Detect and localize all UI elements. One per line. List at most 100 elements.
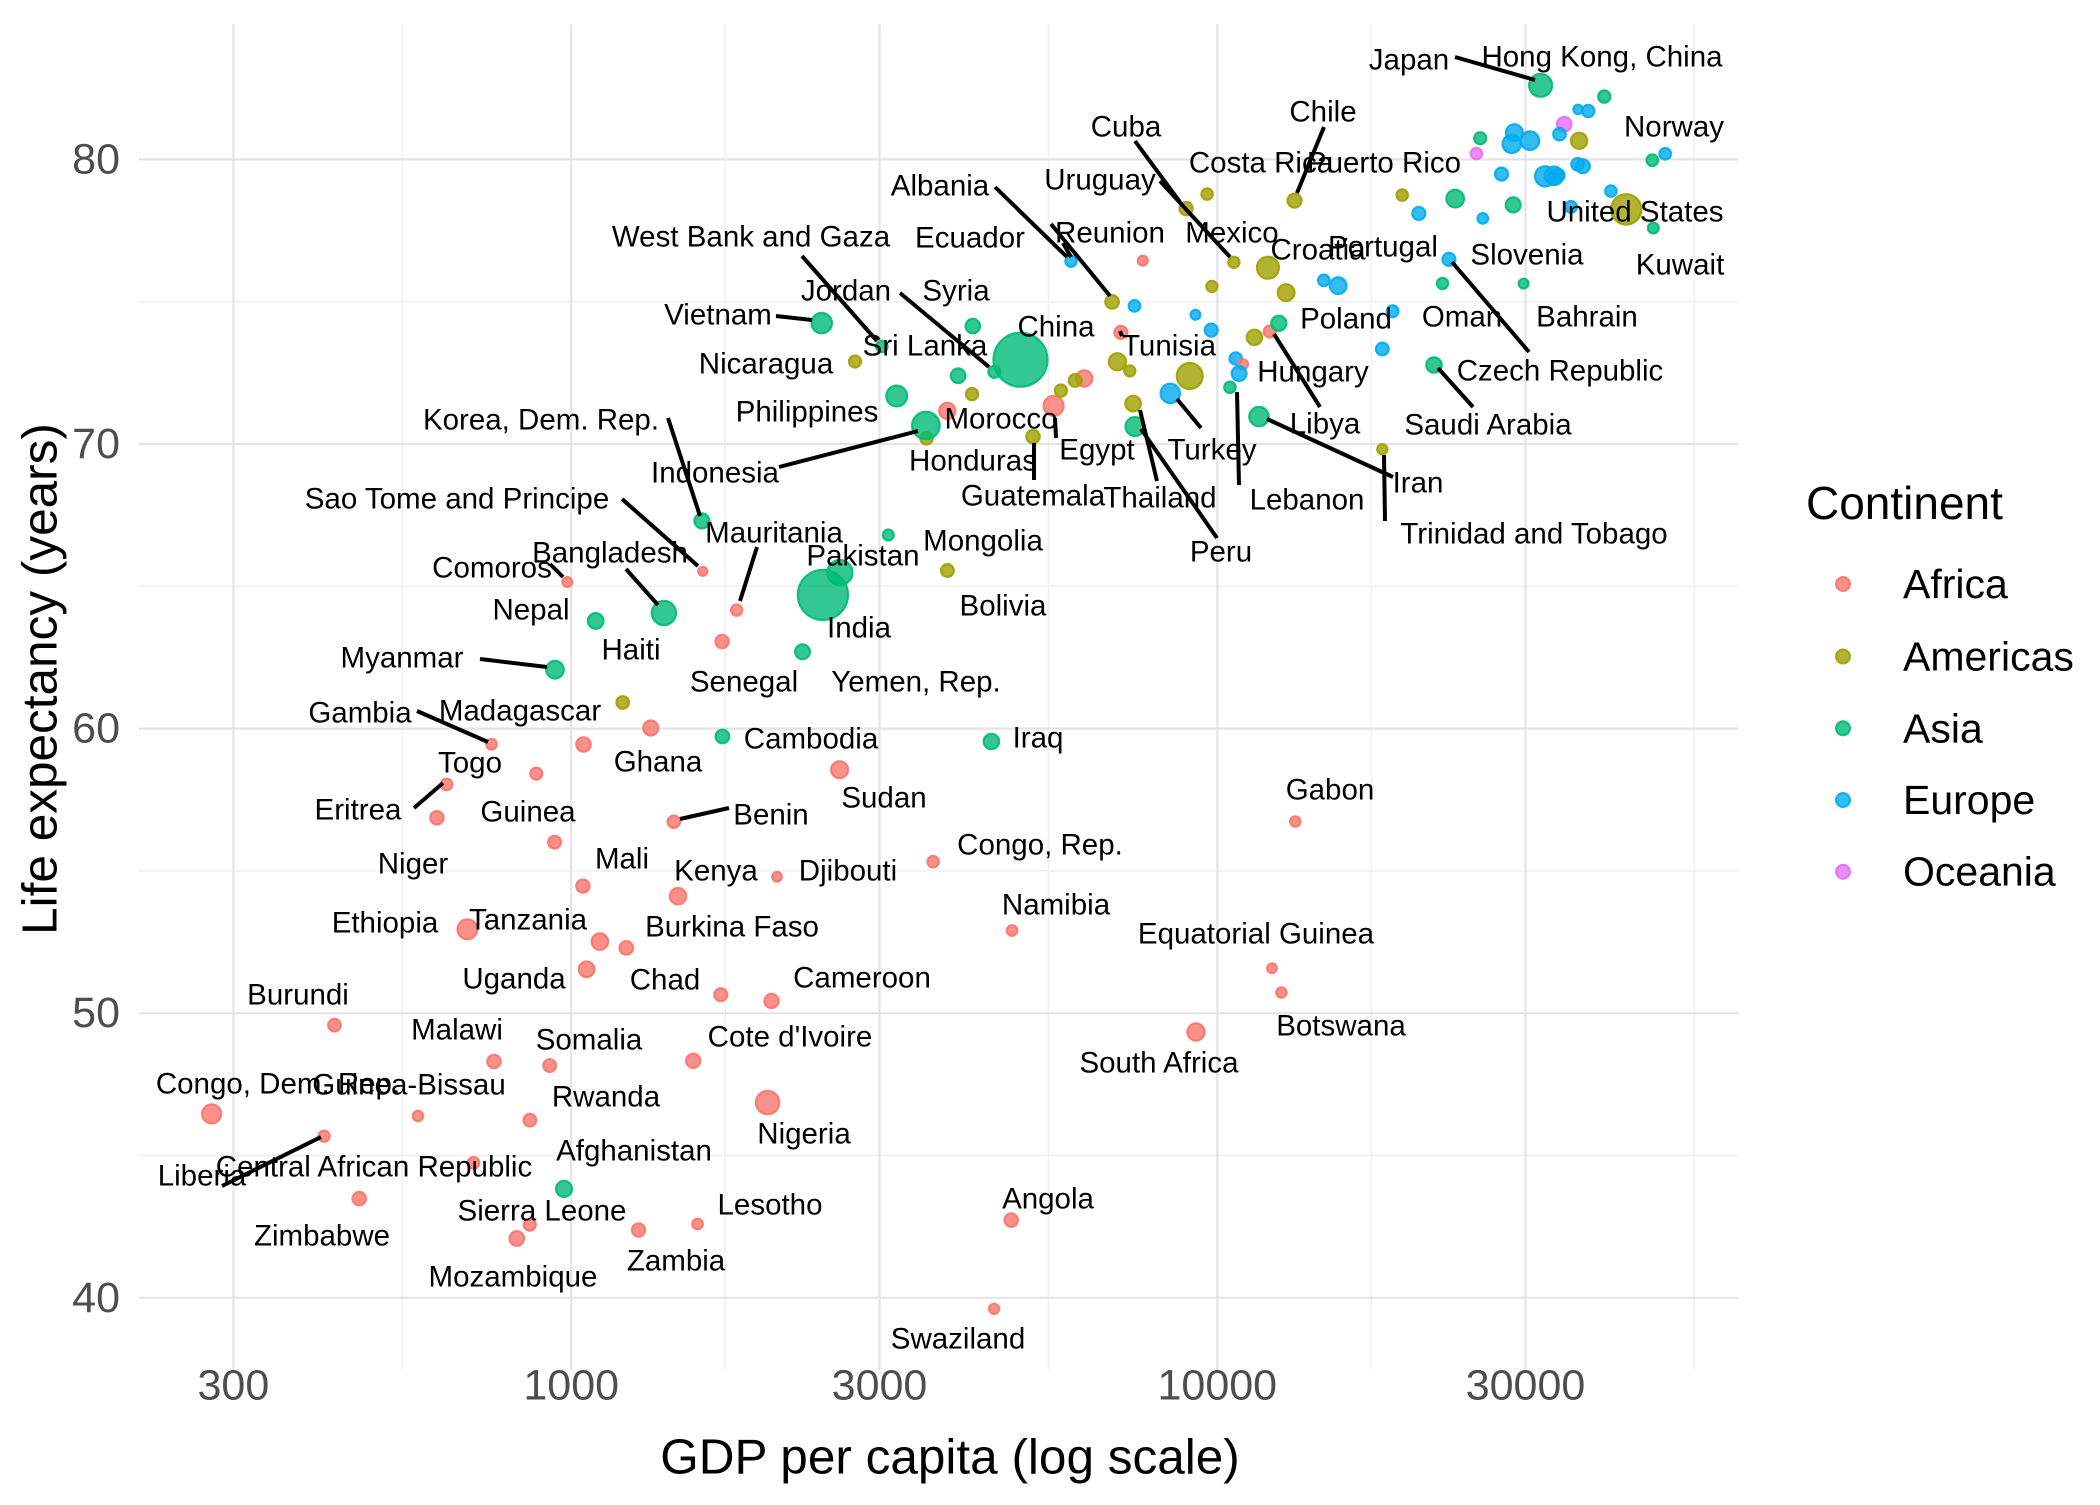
svg-text:South Africa: South Africa	[1079, 1047, 1239, 1080]
svg-text:Mexico: Mexico	[1185, 217, 1278, 250]
svg-text:GDP per capita (log scale): GDP per capita (log scale)	[660, 1430, 1240, 1485]
svg-text:Uganda: Uganda	[462, 963, 566, 996]
svg-text:Burkina Faso: Burkina Faso	[645, 911, 819, 944]
svg-text:Africa: Africa	[1903, 561, 2008, 607]
svg-text:Sudan: Sudan	[841, 782, 926, 815]
svg-text:30000: 30000	[1466, 1362, 1586, 1410]
svg-text:Lesotho: Lesotho	[718, 1189, 823, 1222]
svg-text:Poland: Poland	[1300, 303, 1392, 336]
svg-text:Bolivia: Bolivia	[960, 590, 1047, 623]
svg-text:3000: 3000	[832, 1362, 928, 1410]
svg-text:Libya: Libya	[1290, 408, 1361, 441]
svg-text:Vietnam: Vietnam	[664, 299, 772, 332]
svg-text:Portugal: Portugal	[1328, 231, 1438, 264]
svg-text:Botswana: Botswana	[1276, 1010, 1406, 1043]
svg-text:Thailand: Thailand	[1103, 482, 1216, 515]
svg-text:Afghanistan: Afghanistan	[556, 1135, 712, 1168]
svg-text:India: India	[827, 612, 892, 645]
svg-text:Congo, Dem. Rep.: Congo, Dem. Rep.	[156, 1068, 400, 1101]
svg-text:Guinea: Guinea	[480, 796, 576, 829]
svg-text:Sao Tome and Principe: Sao Tome and Principe	[305, 483, 609, 516]
svg-text:Iran: Iran	[1393, 467, 1444, 500]
svg-text:Trinidad and Tobago: Trinidad and Tobago	[1400, 518, 1667, 551]
svg-text:Jordan: Jordan	[801, 275, 891, 308]
svg-text:300: 300	[198, 1362, 270, 1410]
svg-text:Namibia: Namibia	[1002, 889, 1111, 922]
svg-text:Congo, Rep.: Congo, Rep.	[957, 829, 1123, 862]
svg-text:Japan: Japan	[1369, 44, 1449, 77]
svg-text:Mauritania: Mauritania	[705, 517, 843, 550]
svg-text:Mozambique: Mozambique	[429, 1261, 598, 1294]
svg-text:Peru: Peru	[1190, 536, 1252, 569]
svg-text:Hong Kong, China: Hong Kong, China	[1481, 41, 1723, 74]
svg-text:Liberia: Liberia	[158, 1160, 247, 1193]
svg-text:Ghana: Ghana	[614, 746, 703, 779]
svg-text:Zambia: Zambia	[627, 1245, 726, 1278]
svg-text:Sierra Leone: Sierra Leone	[458, 1195, 627, 1228]
svg-text:Philippines: Philippines	[736, 396, 879, 429]
svg-text:Hungary: Hungary	[1257, 356, 1369, 389]
svg-text:10000: 10000	[1158, 1362, 1278, 1410]
svg-text:Mali: Mali	[595, 843, 649, 876]
svg-text:Benin: Benin	[733, 799, 808, 832]
svg-text:Europe: Europe	[1903, 777, 2035, 823]
svg-text:Chad: Chad	[630, 964, 701, 997]
svg-text:Egypt: Egypt	[1059, 434, 1134, 467]
svg-text:Costa Rica: Costa Rica	[1189, 147, 1334, 180]
svg-text:Equatorial Guinea: Equatorial Guinea	[1138, 918, 1375, 951]
svg-text:China: China	[1017, 311, 1095, 344]
svg-text:Asia: Asia	[1903, 705, 1983, 751]
svg-text:West Bank and Gaza: West Bank and Gaza	[612, 221, 891, 254]
svg-text:Saudi Arabia: Saudi Arabia	[1404, 409, 1572, 442]
svg-text:Oman: Oman	[1422, 301, 1502, 334]
svg-text:Slovenia: Slovenia	[1470, 239, 1584, 272]
svg-text:Madagascar: Madagascar	[439, 695, 602, 728]
svg-text:Guatemala: Guatemala	[961, 480, 1106, 513]
svg-text:Korea, Dem. Rep.: Korea, Dem. Rep.	[423, 404, 659, 437]
svg-text:Rwanda: Rwanda	[552, 1081, 661, 1114]
svg-text:Life expectancy (years): Life expectancy (years)	[13, 423, 68, 935]
svg-text:Morocco: Morocco	[944, 403, 1057, 436]
svg-text:Chile: Chile	[1289, 96, 1356, 129]
svg-text:Pakistan: Pakistan	[806, 540, 919, 573]
svg-text:Ethiopia: Ethiopia	[332, 907, 439, 940]
svg-text:Angola: Angola	[1002, 1183, 1094, 1216]
svg-text:Nigeria: Nigeria	[757, 1118, 851, 1151]
svg-text:70: 70	[72, 420, 120, 468]
svg-text:Indonesia: Indonesia	[651, 457, 780, 490]
svg-text:60: 60	[72, 705, 120, 753]
svg-text:40: 40	[72, 1274, 120, 1322]
svg-text:Turkey: Turkey	[1167, 434, 1256, 467]
svg-text:Continent: Continent	[1806, 477, 2003, 529]
svg-text:Syria: Syria	[922, 275, 990, 308]
svg-text:Togo: Togo	[438, 747, 502, 780]
svg-text:Albania: Albania	[891, 170, 990, 203]
svg-text:Swaziland: Swaziland	[891, 1323, 1025, 1356]
svg-text:Niger: Niger	[378, 848, 449, 881]
svg-text:Yemen, Rep.: Yemen, Rep.	[831, 666, 1000, 699]
svg-text:Nepal: Nepal	[492, 594, 569, 627]
svg-text:Puerto Rico: Puerto Rico	[1307, 147, 1461, 180]
svg-text:Iraq: Iraq	[1013, 722, 1064, 755]
svg-text:1000: 1000	[523, 1362, 619, 1410]
svg-text:Cuba: Cuba	[1091, 111, 1162, 144]
svg-text:Central African Republic: Central African Republic	[216, 1151, 532, 1184]
svg-text:Malawi: Malawi	[411, 1014, 503, 1047]
svg-text:Americas: Americas	[1903, 634, 2074, 680]
svg-text:Lebanon: Lebanon	[1250, 484, 1365, 517]
svg-text:Cambodia: Cambodia	[744, 723, 879, 756]
svg-text:Bangladesh: Bangladesh	[532, 537, 688, 570]
svg-text:Haiti: Haiti	[601, 634, 660, 667]
svg-text:Tunisia: Tunisia	[1122, 330, 1217, 363]
svg-text:Zimbabwe: Zimbabwe	[254, 1220, 390, 1253]
svg-text:United States: United States	[1546, 196, 1723, 229]
svg-text:Bahrain: Bahrain	[1536, 301, 1638, 334]
svg-text:Djibouti: Djibouti	[799, 855, 897, 888]
svg-text:50: 50	[72, 989, 120, 1037]
svg-text:Guinea-Bissau: Guinea-Bissau	[312, 1069, 506, 1102]
svg-text:Czech Republic: Czech Republic	[1457, 355, 1664, 388]
svg-text:Gambia: Gambia	[308, 697, 412, 730]
svg-text:Oceania: Oceania	[1903, 849, 2056, 895]
svg-text:Reunion: Reunion	[1055, 217, 1165, 250]
svg-text:Croatia: Croatia	[1270, 234, 1366, 267]
